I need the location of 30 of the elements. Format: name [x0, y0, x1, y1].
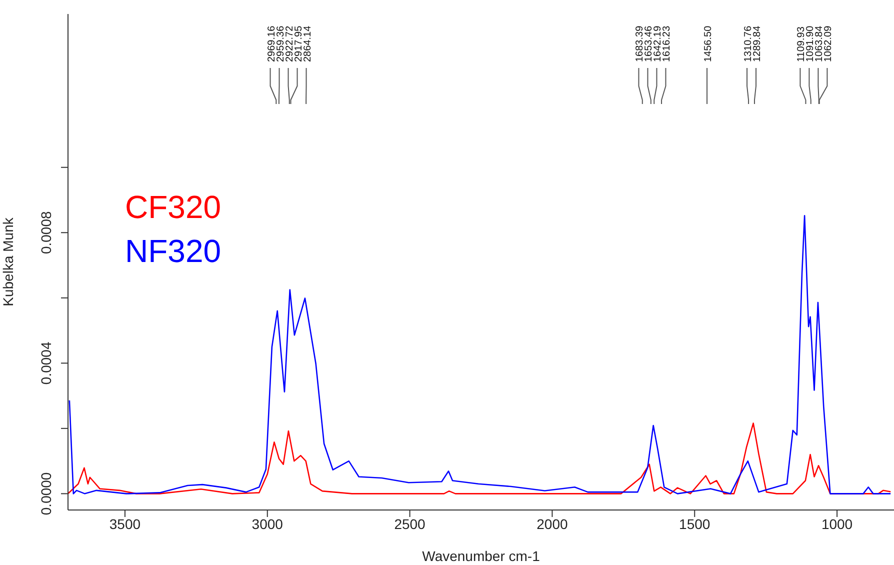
y-tick-label: 0.0004	[38, 342, 54, 385]
annotation: 2922.72	[284, 25, 296, 62]
annotation: 1683.39	[634, 25, 646, 62]
annotation: 1062.09	[823, 25, 834, 62]
annotation: 2917.95	[293, 25, 304, 62]
text: CF320	[125, 188, 222, 227]
annotation: 1456.50	[703, 25, 714, 62]
annotation: 1653.46	[644, 25, 655, 62]
x-tick-label: 2000	[536, 516, 568, 532]
annotation: 1109.93	[796, 26, 808, 62]
annotation: 1642.19	[652, 25, 664, 62]
x-tick-label: 2500	[394, 516, 426, 532]
line-series	[68, 422, 892, 494]
x-axis-title: Wavenumber cm-1	[422, 548, 540, 564]
y-axis-title: Kubelka Munk	[0, 216, 16, 306]
x-tick-label: 3000	[252, 516, 284, 532]
annotation: 2864.14	[302, 25, 314, 62]
annotation: 2969.16	[266, 25, 278, 62]
annotation: 1063.84	[814, 25, 826, 62]
text: NF320	[125, 232, 222, 271]
annotation: 1091.90	[805, 25, 816, 62]
x-tick-label: 3500	[109, 516, 141, 532]
annotation: 1616.23	[662, 25, 673, 62]
x-tick-label: 1000	[821, 516, 853, 532]
annotation: 1310.76	[743, 25, 754, 62]
y-tick-label: 0.0000	[38, 472, 54, 516]
x-tick-label: 1500	[679, 516, 710, 532]
annotation: 1289.84	[752, 25, 763, 62]
y-tick-label: 0.0008	[38, 211, 54, 254]
annotation: 2959.36	[275, 25, 286, 62]
